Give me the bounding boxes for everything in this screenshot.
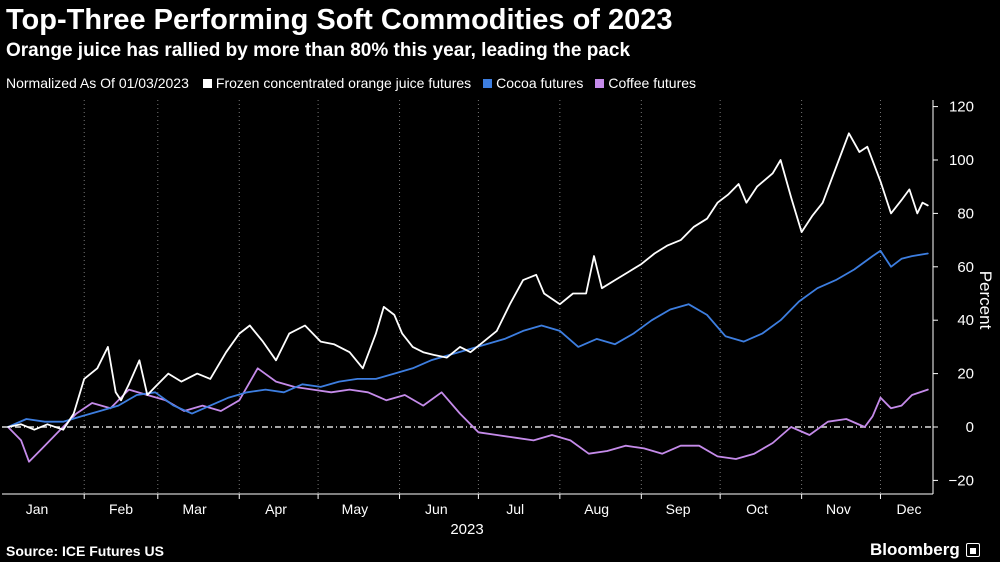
cocoa-series-line (7, 249, 929, 428)
x-tick-label: Mar (183, 501, 207, 517)
x-axis-title: 2023 (450, 521, 483, 538)
x-tick-label: May (342, 501, 368, 517)
legend: Normalized As Of 01/03/2023 Frozen conce… (6, 75, 708, 91)
legend-label-cocoa: Cocoa futures (496, 75, 584, 91)
y-tick-label: 40 (957, 312, 974, 329)
y-tick-label: 120 (949, 99, 974, 116)
y-tick-label: 60 (957, 259, 974, 276)
x-tick-label: Apr (265, 501, 287, 517)
legend-swatch-orange-juice (202, 78, 212, 88)
x-tick-label: Feb (109, 501, 133, 517)
line-chart: Jan Feb Mar Apr May Jun Jul Aug Sep Oct Nov Dec 2023… (2, 99, 995, 538)
x-tick-label: Jan (26, 501, 49, 517)
orange-juice-series-line (7, 132, 929, 431)
y-tick-label: −20 (949, 472, 974, 489)
brand-name: Bloomberg (870, 540, 960, 559)
x-tick-label: Sep (666, 501, 691, 517)
chart-title: Top-Three Performing Soft Commodities of… (6, 4, 673, 36)
legend-label-coffee: Coffee futures (608, 75, 697, 91)
chart-subtitle: Orange juice has rallied by more than 80… (6, 40, 631, 61)
normalization-note: Normalized As Of 01/03/2023 (6, 75, 189, 91)
x-tick-label: Nov (826, 501, 851, 517)
y-tick-label: 100 (949, 152, 974, 169)
legend-swatch-coffee (595, 78, 605, 88)
x-tick-label: Dec (897, 501, 922, 517)
y-tick-label: 80 (957, 205, 974, 222)
y-tick-label: 20 (957, 366, 974, 383)
legend-item-coffee: Coffee futures (595, 75, 696, 91)
x-tick-label: Jun (425, 501, 448, 517)
y-axis-title: Percent (976, 271, 995, 330)
coffee-series-line (7, 367, 929, 463)
bloomberg-brand: Bloomberg (870, 540, 980, 560)
bloomberg-logo-icon (965, 543, 980, 557)
x-tick-label: Aug (584, 501, 609, 517)
legend-label-orange-juice: Frozen concentrated orange juice futures (215, 75, 472, 91)
source-note: Source: ICE Futures US (6, 543, 164, 559)
legend-swatch-cocoa (483, 78, 493, 88)
legend-item-cocoa: Cocoa futures (483, 75, 583, 91)
y-tick-label: 0 (966, 419, 974, 436)
x-tick-label: Jul (506, 501, 524, 517)
x-tick-label: Oct (746, 501, 768, 517)
legend-item-orange-juice: Frozen concentrated orange juice futures (202, 75, 472, 91)
